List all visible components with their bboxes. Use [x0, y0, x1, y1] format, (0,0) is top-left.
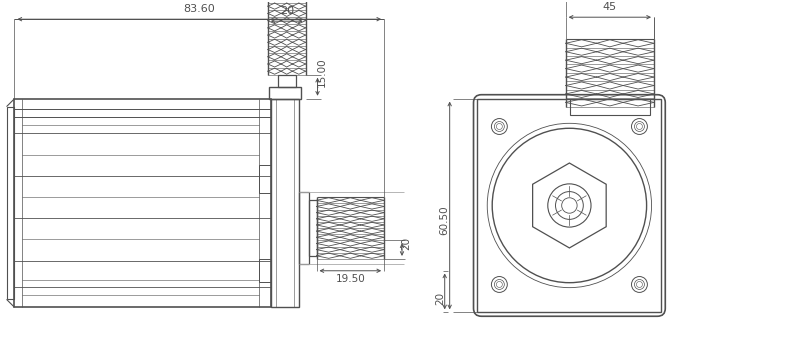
Text: 45: 45: [602, 2, 617, 12]
Text: 15.00: 15.00: [317, 57, 326, 87]
Bar: [478, 99, 662, 312]
Text: 20: 20: [401, 236, 411, 250]
Text: 19.50: 19.50: [335, 274, 365, 284]
Bar: [259, 165, 271, 192]
Bar: [271, 99, 298, 307]
Bar: [570, 99, 650, 115]
Bar: [259, 258, 271, 282]
Text: 20: 20: [436, 291, 446, 305]
Bar: [14, 99, 271, 307]
Bar: [309, 200, 317, 256]
Bar: [278, 75, 296, 87]
Text: 60.50: 60.50: [440, 206, 450, 235]
Text: 83.60: 83.60: [183, 4, 215, 14]
Text: 20: 20: [280, 6, 294, 16]
Bar: [6, 107, 14, 300]
Bar: [298, 192, 309, 264]
Bar: [269, 87, 301, 99]
